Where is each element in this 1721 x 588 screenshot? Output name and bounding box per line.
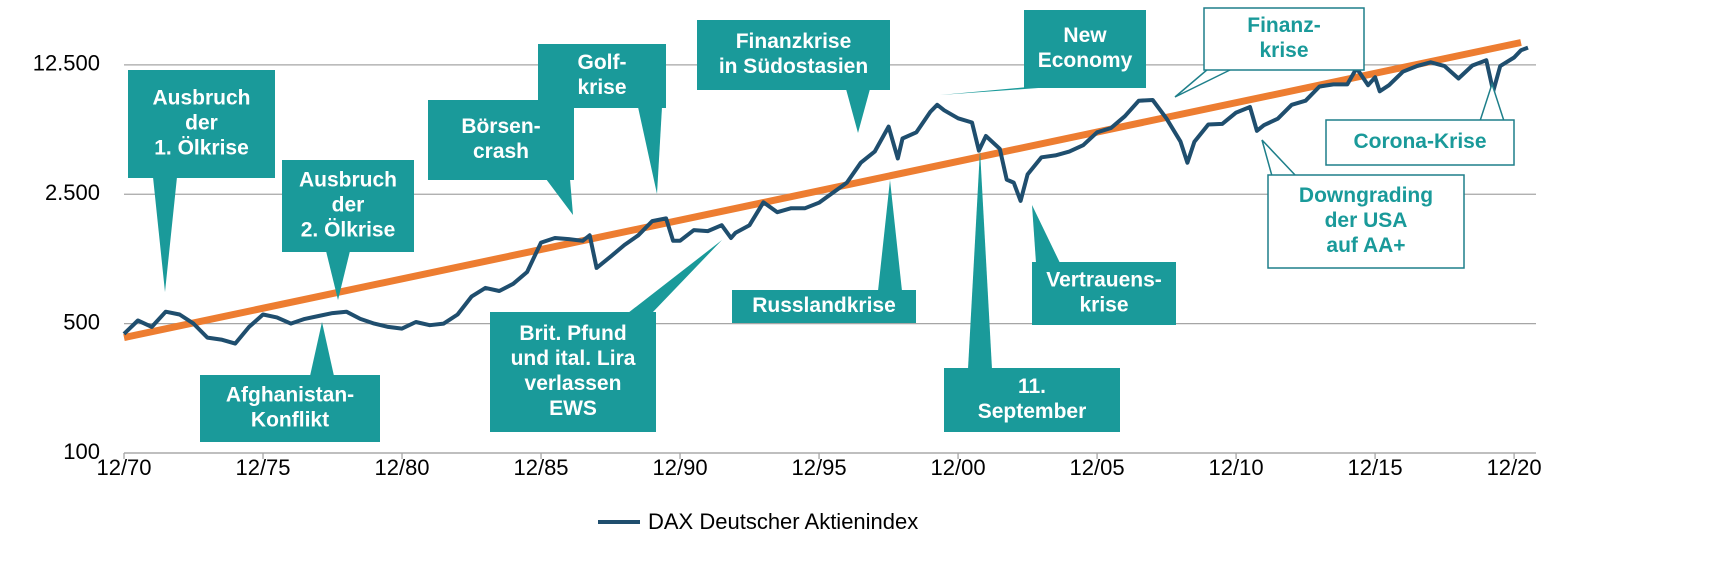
annotation-text: Downgrading (1299, 184, 1433, 207)
annotation-text: Börsen- (461, 115, 540, 138)
annotation-text: EWS (549, 397, 597, 420)
y-tick-label: 12.500 (33, 51, 100, 76)
annotation-box (282, 160, 414, 252)
annotation-box (1267, 174, 1465, 269)
annotation-pointer (1032, 205, 1060, 263)
annotation-text: New (1063, 24, 1107, 47)
annotation-pointer (1478, 81, 1506, 122)
annotation-text: 1. Ölkrise (154, 137, 249, 160)
annotation-box (1203, 7, 1365, 71)
annotation-text: Vertrauens- (1046, 269, 1162, 292)
x-tick-label: 12/70 (96, 455, 151, 480)
annotation-box (944, 368, 1120, 432)
annotation-pointer (1261, 139, 1298, 177)
x-tick-label: 12/05 (1070, 455, 1125, 480)
annotation-text: Ausbruch (152, 87, 250, 110)
x-tick-label: 12/20 (1487, 455, 1542, 480)
x-tick-label: 12/75 (235, 455, 290, 480)
y-tick-label: 2.500 (45, 180, 100, 205)
annotation-pointer (628, 240, 722, 313)
annotation-box (428, 100, 574, 180)
annotation-text: Afghanistan- (226, 384, 354, 407)
annotation-pointer (310, 322, 334, 376)
annotation-text: Russlandkrise (752, 294, 896, 317)
annotation: Afghanistan-Konflikt (200, 322, 380, 442)
legend-label: DAX Deutscher Aktienindex (648, 509, 918, 534)
annotation-pointer (968, 150, 992, 369)
annotation-text: Ausbruch (299, 169, 397, 192)
annotation-pointer (846, 89, 870, 133)
annotation-box (200, 375, 380, 442)
annotation-box (1024, 10, 1146, 88)
annotation-text: 11. (1018, 375, 1046, 398)
annotation-text: der (185, 112, 218, 135)
annotation: Corona-Krise (1325, 81, 1515, 166)
annotation-pointer (940, 87, 1052, 95)
y-tick-label: 100 (63, 439, 100, 464)
annotation: 11.September (944, 150, 1120, 432)
annotation-text: 2. Ölkrise (301, 219, 396, 242)
annotation-box (538, 44, 666, 108)
annotation-text: Konflikt (251, 409, 329, 432)
annotation-box (1325, 119, 1515, 166)
annotation: Golf-krise (538, 44, 666, 194)
annotation-text: und ital. Lira (511, 347, 636, 370)
annotation: Finanz-krise (1174, 7, 1365, 98)
annotation-box (490, 312, 656, 432)
annotation-box (732, 290, 916, 323)
annotation-text: in Südostasien (719, 55, 868, 78)
annotation-text: Brit. Pfund (519, 322, 626, 345)
annotation-pointer (326, 251, 350, 300)
annotation: Börsen-crash (428, 100, 574, 215)
x-tick-label: 12/00 (931, 455, 986, 480)
x-tick-label: 12/15 (1348, 455, 1403, 480)
annotation-text: Golf- (578, 51, 627, 74)
x-tick-label: 12/95 (792, 455, 847, 480)
annotation-text: verlassen (525, 372, 622, 395)
annotation-text: auf AA+ (1326, 234, 1405, 257)
x-tick-label: 12/90 (653, 455, 708, 480)
annotation-box (697, 20, 890, 90)
x-tick-label: 12/10 (1209, 455, 1264, 480)
annotation-text: krise (1259, 39, 1308, 62)
annotation-pointer (638, 107, 662, 194)
annotation-text: crash (473, 140, 529, 163)
annotation-text: Finanz- (1247, 14, 1321, 37)
annotation-pointer (1174, 68, 1233, 98)
annotation-text: der (332, 194, 365, 217)
annotation-pointer (153, 177, 177, 292)
annotation: Russlandkrise (732, 180, 916, 323)
series-line (122, 45, 1529, 346)
annotation-pointer (546, 179, 573, 215)
annotation-box (1032, 262, 1176, 325)
y-tick-label: 500 (63, 309, 100, 334)
annotation-text: Finanzkrise (736, 30, 852, 53)
annotation-text: September (978, 400, 1087, 423)
annotation-box (128, 70, 275, 178)
annotation-pointer (878, 180, 902, 291)
x-tick-label: 12/85 (513, 455, 568, 480)
annotation-text: der USA (1325, 209, 1408, 232)
trend-line (123, 39, 1522, 342)
x-tick-label: 12/80 (374, 455, 429, 480)
annotation: Vertrauens-krise (1032, 205, 1176, 325)
annotation-text: krise (1079, 294, 1128, 317)
annotation-text: Corona-Krise (1353, 130, 1486, 153)
annotation-text: krise (577, 76, 626, 99)
annotation-text: Economy (1038, 49, 1133, 72)
